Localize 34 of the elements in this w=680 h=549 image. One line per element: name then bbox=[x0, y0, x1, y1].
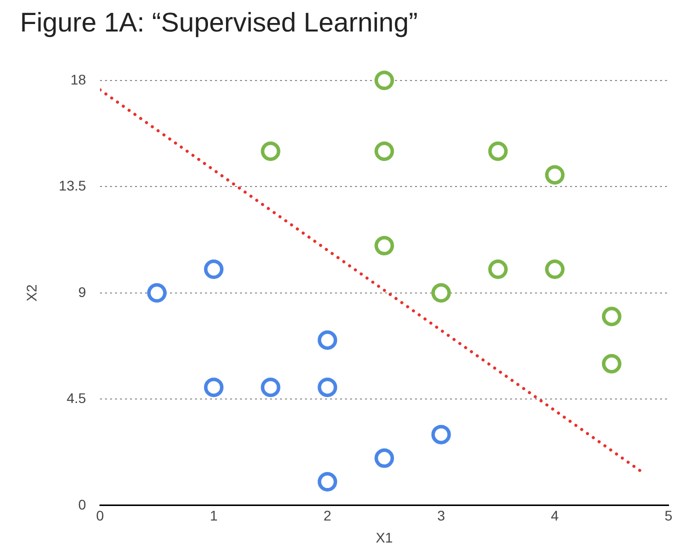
y-tick-label: 18 bbox=[70, 71, 86, 88]
x-tick-label: 1 bbox=[210, 508, 218, 524]
x-axis-title: X1 bbox=[376, 529, 394, 546]
point bbox=[374, 70, 394, 90]
point bbox=[488, 141, 508, 161]
point bbox=[318, 378, 338, 398]
x-tick-label: 3 bbox=[437, 508, 446, 524]
point bbox=[374, 448, 394, 468]
point bbox=[204, 260, 224, 280]
point bbox=[374, 236, 394, 256]
x-tick-label: 5 bbox=[664, 508, 673, 524]
point bbox=[602, 306, 622, 326]
y-tick-label: 13.5 bbox=[58, 178, 86, 194]
point bbox=[260, 378, 280, 398]
point bbox=[318, 472, 338, 492]
y-tick-label: 9 bbox=[78, 284, 86, 300]
y-tick-label: 0 bbox=[78, 496, 86, 512]
y-tick-label: 4.5 bbox=[66, 390, 86, 406]
x-tick-label: 4 bbox=[550, 508, 559, 524]
point bbox=[431, 424, 451, 444]
chart-title: Figure 1A: “Supervised Learning” bbox=[20, 8, 418, 38]
x-tick-label: 0 bbox=[96, 508, 104, 524]
point bbox=[545, 165, 565, 185]
y-axis-title: X2 bbox=[23, 284, 40, 302]
point bbox=[374, 141, 394, 161]
point bbox=[204, 378, 224, 398]
point bbox=[545, 260, 565, 280]
x-tick-label: 2 bbox=[324, 508, 332, 524]
point bbox=[318, 330, 338, 350]
point bbox=[147, 283, 167, 303]
point bbox=[488, 260, 508, 280]
point bbox=[431, 283, 451, 303]
point bbox=[602, 354, 622, 374]
point bbox=[260, 141, 280, 161]
